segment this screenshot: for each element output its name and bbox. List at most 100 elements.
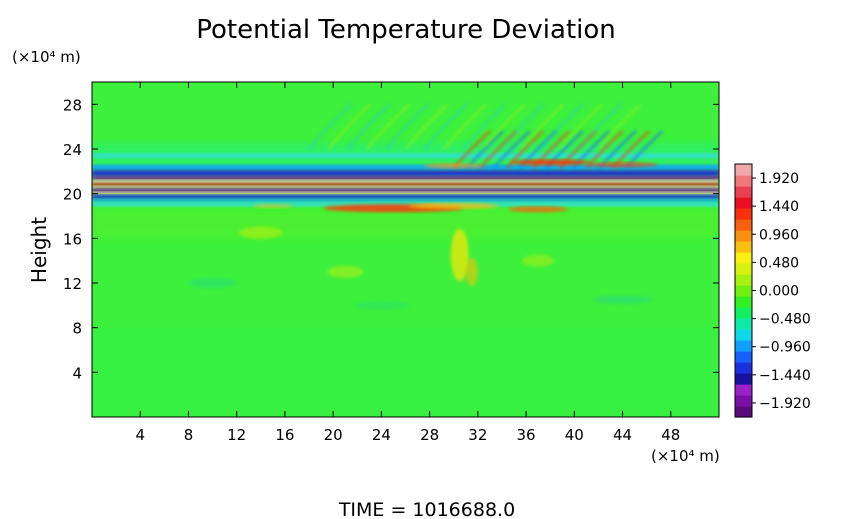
colorbar-segment [735,395,752,407]
field-wave [492,130,531,169]
field-wave-faint [597,103,642,150]
plot-frame [91,81,720,418]
colorbar-tick-label: 0.000 [759,284,799,300]
field-anomaly [188,278,237,288]
colorbar: 1.920 1.440 0.960 0.480 0.000 −0.480 −0.960 −1.… [734,163,811,418]
colorbar-segment [735,373,752,385]
colorbar-segment [735,340,752,352]
field-layer [92,176,719,180]
field-wave-faint [501,103,545,150]
y-tick-label: 16 [63,230,82,248]
colorbar-segment [735,164,752,176]
field-anomaly [238,226,283,239]
field-wave-faint [404,103,449,150]
colorbar-segment [735,285,752,297]
field-wave-faint [443,103,487,150]
colorbar-segment [735,219,752,231]
time-footer: TIME = 1016688.0 [338,499,515,519]
field-anomaly [327,265,364,278]
colorbar-segment [735,351,752,363]
x-tick-label: 20 [324,426,343,444]
colorbar-tick-label: 1.440 [759,199,799,215]
x-tick-label: 44 [613,426,632,444]
field-anomaly [592,295,653,304]
colorbar-segment [735,241,752,253]
colorbar-segment [735,252,752,264]
field-wave-faint [559,103,603,150]
field-wave-faint [578,103,623,150]
field-wave-faint [424,103,468,150]
colorbar-segment [735,274,752,286]
field-layer [92,185,719,189]
field-anomaly [450,229,469,282]
x-tick-label: 48 [661,426,680,444]
field-wave-faint [385,103,430,150]
field-layer [92,170,719,177]
x-tick-label: 32 [468,426,487,444]
x-axis-unit: (×10⁴ m) [651,447,720,465]
field-layer [92,183,719,186]
x-tick-label: 40 [565,426,584,444]
field-layer [92,164,719,171]
y-axis-unit: (×10⁴ m) [12,48,81,66]
x-tick-label: 36 [517,426,536,444]
colorbar-segment [735,406,752,418]
x-tick-label: 12 [227,426,246,444]
chart-title: Potential Temperature Deviation [196,15,616,45]
field-wave-faint [308,103,352,150]
colorbar-tick-label: −0.480 [759,312,811,328]
colorbar-segment [735,384,752,396]
x-axis-ticks: 4 8 12 16 20 24 28 32 36 40 44 48 [135,82,680,444]
colorbar-segment [735,230,752,242]
x-tick-label: 16 [275,426,294,444]
colorbar-segment [735,263,752,275]
x-tick-label: 8 [184,426,194,444]
field-layer [92,188,719,192]
colorbar-tick-label: −1.920 [759,396,811,412]
y-tick-label: 28 [63,96,82,114]
colorbar-segment [735,186,752,198]
field-wave-faint [539,103,584,150]
field-band [92,209,719,239]
field-anomaly [252,203,293,208]
y-tick-label: 20 [63,186,82,204]
colorbar-segment [735,362,752,374]
field-wave-faint [346,103,391,150]
field-wave-faint [327,103,372,150]
colorbar-segment [735,208,752,220]
field-wave-faint [520,103,565,150]
colorbar-tick-label: 0.960 [759,227,799,243]
colorbar-segment [735,318,752,330]
heatmap-field [92,82,719,417]
field-anomaly [587,162,658,168]
colorbar-segment [735,197,752,209]
colorbar-tick-label: −1.440 [759,368,811,384]
colorbar-segment [735,175,752,187]
field-wave-faint [462,103,507,150]
colorbar-segment [735,329,752,341]
colorbar-tick-label: 0.480 [759,255,799,271]
colorbar-segment [735,296,752,308]
field-anomaly [465,257,478,286]
field-anomaly [408,202,499,209]
field-layer [92,179,719,184]
y-tick-label: 12 [63,275,82,293]
x-tick-label: 24 [372,426,391,444]
colorbar-segment [735,307,752,319]
y-tick-label: 24 [63,141,82,159]
colorbar-tick-label: 1.920 [759,171,799,187]
field-anomaly [423,163,484,169]
field-layer [92,194,719,199]
field-wave [572,130,610,169]
field-layer [92,198,719,203]
field-anomaly [522,254,555,267]
field-anomaly [508,206,569,213]
y-tick-label: 4 [72,364,82,382]
field-wave [506,130,544,169]
field-layer [92,153,719,158]
field-anomaly [510,159,591,166]
x-tick-label: 28 [420,426,439,444]
y-axis-ticks: 4 8 12 16 20 24 28 [63,96,719,382]
field-wave-faint [366,103,410,150]
